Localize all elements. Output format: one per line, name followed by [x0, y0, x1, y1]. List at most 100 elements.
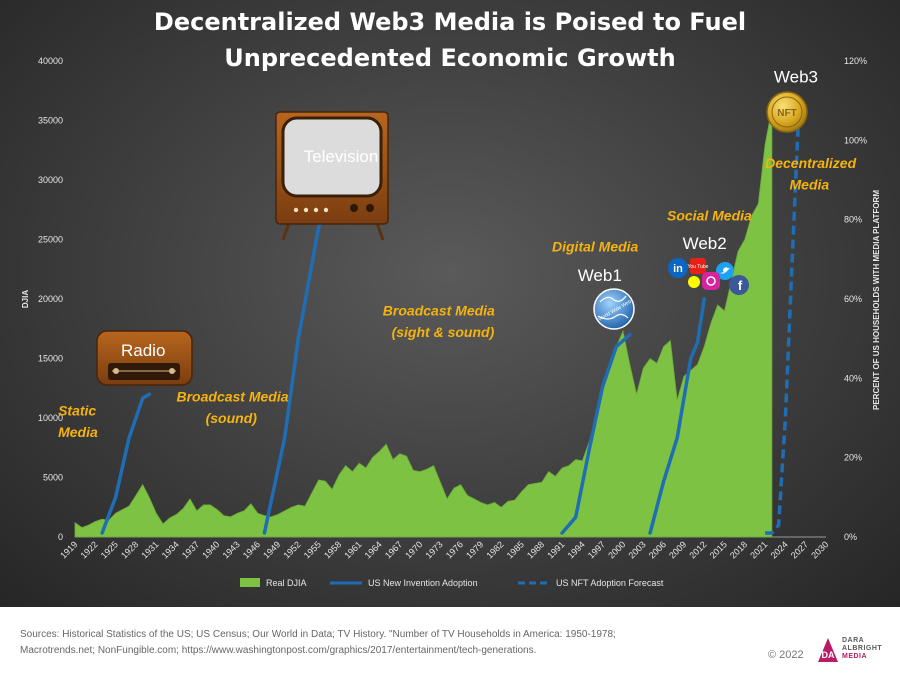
logo-text: DARA ALBRIGHT MEDIA — [842, 637, 882, 661]
annotation-broadcast-media: Broadcast Media — [383, 303, 495, 319]
annotation-social-media: Social Media — [667, 208, 752, 224]
legend: Real DJIA US New Invention Adoption US N… — [240, 578, 664, 588]
x-tick-label: 1919 — [58, 539, 79, 560]
x-tick-label: 2009 — [667, 539, 688, 560]
chart-svg: Decentralized Web3 Media is Poised to Fu… — [21, 8, 881, 588]
x-tick-label: 1925 — [99, 539, 120, 560]
y-right-tick-label: 80% — [844, 215, 862, 225]
legend-swatch-djia — [240, 578, 260, 587]
x-tick-label: 1967 — [383, 539, 404, 560]
y-left-tick-label: 10000 — [38, 413, 63, 423]
copyright: © 2022 — [768, 649, 804, 661]
x-tick-label: 2021 — [748, 539, 769, 560]
adoption-lines-layer — [100, 108, 801, 535]
y-left-tick-label: 25000 — [38, 235, 63, 245]
djia-area — [74, 108, 773, 538]
nft-forecast-line — [765, 108, 801, 535]
x-tick-label: 1985 — [505, 539, 526, 560]
y-right-tick-label: 60% — [844, 294, 862, 304]
annotation-television: Television — [304, 147, 379, 166]
linkedin-icon: in — [668, 258, 688, 278]
x-tick-label: 1928 — [119, 539, 140, 560]
annotation-media: Media — [58, 424, 98, 440]
x-tick-label: 1952 — [281, 539, 302, 560]
x-tick-label: 1937 — [180, 539, 201, 560]
x-tick-label: 1961 — [342, 539, 363, 560]
x-tick-label: 1979 — [464, 539, 485, 560]
x-tick-label: 1964 — [363, 539, 384, 560]
svg-text:f: f — [738, 278, 743, 293]
y-left-tick-label: 20000 — [38, 294, 63, 304]
svg-text:in: in — [673, 263, 683, 275]
y-right-tick-label: 120% — [844, 56, 867, 66]
facebook-icon: f — [729, 275, 749, 295]
chart-background: Decentralized Web3 Media is Poised to Fu… — [0, 0, 900, 607]
svg-text:You Tube: You Tube — [688, 264, 709, 270]
nft-coin-text: NFT — [777, 108, 796, 119]
y-left-tick-label: 5000 — [43, 473, 63, 483]
adoption-line-web2 — [648, 297, 706, 535]
x-tick-label: 2012 — [687, 539, 708, 560]
chart-title-line1: Decentralized Web3 Media is Poised to Fu… — [154, 8, 746, 36]
annotation-media: Media — [790, 177, 830, 193]
y-left-tick-label: 35000 — [38, 116, 63, 126]
logo-line3: MEDIA — [842, 653, 868, 660]
annotation-decentralized: Decentralized — [765, 155, 856, 171]
footer: Sources: Historical Statistics of the US… — [0, 607, 900, 675]
x-tick-label: 1943 — [221, 539, 242, 560]
annotation-static: Static — [58, 403, 96, 419]
logo-line2: ALBRIGHT — [842, 645, 883, 652]
y-left-tick-label: 15000 — [38, 354, 63, 364]
radio-icon — [96, 330, 193, 386]
sources-text: Sources: Historical Statistics of the US… — [20, 627, 750, 659]
x-tick-label: 2027 — [789, 539, 810, 560]
annotation--sight-sound-: (sight & sound) — [392, 324, 495, 340]
x-tick-label: 1994 — [566, 539, 587, 560]
annotation-radio: Radio — [121, 341, 165, 360]
x-tick-label: 1973 — [424, 539, 445, 560]
globe-icon: World Wide Web — [593, 288, 635, 330]
x-tick-label: 2018 — [728, 539, 749, 560]
nft-coin-icon: NFT — [766, 91, 808, 133]
y-right-tick-label: 0% — [844, 532, 857, 542]
x-tick-label: 1949 — [261, 539, 282, 560]
x-tick-label: 1931 — [139, 539, 160, 560]
svg-text:DA: DA — [822, 650, 835, 660]
x-tick-label: 1958 — [322, 539, 343, 560]
x-tick-label: 1934 — [160, 539, 181, 560]
legend-label-forecast: US NFT Adoption Forecast — [556, 578, 664, 588]
adoption-line-web1 — [560, 332, 632, 535]
x-tick-label: 1940 — [200, 539, 221, 560]
annotation-broadcast-media: Broadcast Media — [177, 388, 289, 404]
y-right-axis-title: PERCENT OF US HOUSEHOLDS WITH MEDIA PLAT… — [872, 190, 881, 410]
x-tick-label: 1976 — [444, 539, 465, 560]
x-tick-label: 1997 — [586, 539, 607, 560]
y-right-tick-label: 100% — [844, 135, 867, 145]
logo-mark-icon: DA — [818, 638, 838, 662]
y-left-axis-title: DJIA — [21, 290, 30, 308]
legend-label-adoption: US New Invention Adoption — [368, 578, 478, 588]
x-tick-label: 2003 — [627, 539, 648, 560]
logo-line1: DARA — [842, 637, 865, 644]
x-tick-label: 1922 — [78, 539, 99, 560]
x-tick-label: 2000 — [606, 539, 627, 560]
y-right-tick-label: 20% — [844, 453, 862, 463]
x-tick-label: 2015 — [708, 539, 729, 560]
x-tick-label: 2024 — [769, 539, 790, 560]
y-left-tick-label: 0 — [58, 532, 63, 542]
x-tick-label: 1991 — [545, 539, 566, 560]
djia-area-layer — [74, 108, 773, 538]
social-icons: in You Tube f — [668, 258, 749, 295]
chart-title-line2: Unprecedented Economic Growth — [224, 44, 675, 72]
y-left-tick-label: 40000 — [38, 56, 63, 66]
annotation-layer: Static Media Broadcast Media (sound) Broadca… — [58, 67, 856, 440]
sources-line1: Sources: Historical Statistics of the US… — [20, 629, 616, 640]
adoption-line-radio — [100, 392, 152, 535]
dara-albright-media-logo: DA DARA ALBRIGHT MEDIA — [816, 634, 896, 668]
annotation-web3: Web3 — [774, 67, 818, 86]
television-icon — [275, 111, 389, 241]
x-tick-label: 2006 — [647, 539, 668, 560]
youtube-icon: You Tube — [688, 258, 709, 274]
instagram-icon — [702, 272, 720, 290]
